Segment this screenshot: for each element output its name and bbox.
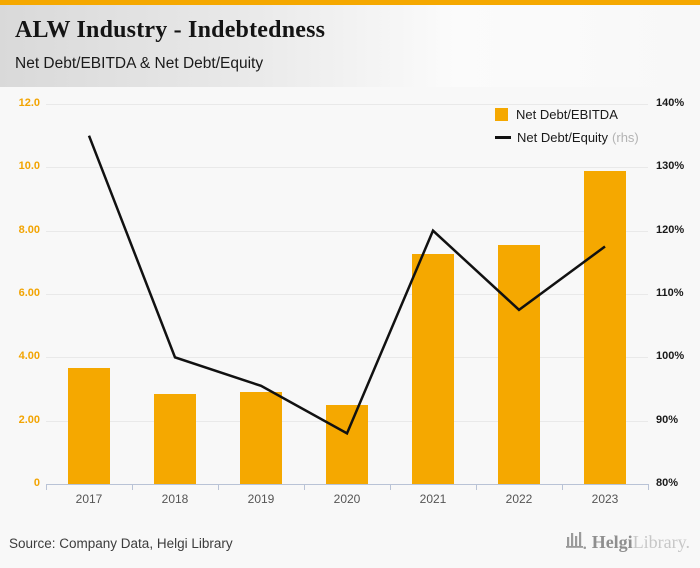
logo-text-helgi: Helgi <box>591 532 633 552</box>
source-note: Source: Company Data, Helgi Library <box>9 536 233 551</box>
page-subtitle: Net Debt/EBITDA & Net Debt/Equity <box>15 55 264 72</box>
right-axis-label: 130% <box>656 160 685 173</box>
bar-2022 <box>498 244 540 484</box>
right-axis-label: 100% <box>656 350 685 363</box>
left-axis-label: 8.00 <box>18 223 40 236</box>
x-axis-label-2019: 2019 <box>247 492 275 506</box>
right-axis-label: 120% <box>656 223 685 236</box>
x-axis-label-2018: 2018 <box>161 492 189 506</box>
helgi-bars-icon <box>565 530 587 555</box>
x-axis-tick <box>132 484 133 490</box>
x-axis-label-2017: 2017 <box>75 492 103 506</box>
gridline <box>46 230 648 232</box>
accent-top-bar <box>0 0 700 5</box>
bar-2023 <box>584 170 626 484</box>
x-axis-tick <box>562 484 563 490</box>
page-title: ALW Industry - Indebtedness <box>15 17 326 43</box>
bar-2018 <box>154 393 196 484</box>
right-axis-label: 110% <box>656 287 684 299</box>
legend-item-net-debt-equity: Net Debt/Equity (rhs) <box>495 130 639 145</box>
x-axis-label-2023: 2023 <box>591 492 619 506</box>
legend-item-net-debt-ebitda: Net Debt/EBITDA <box>495 107 639 122</box>
x-axis-tick <box>476 484 477 490</box>
left-axis-label: 6.00 <box>18 287 40 299</box>
left-axis-label: 12.0 <box>18 97 40 109</box>
chart-header: ALW Industry - Indebtedness Net Debt/EBI… <box>0 5 700 87</box>
bar-swatch-icon <box>495 108 508 121</box>
bar-2017 <box>68 368 110 484</box>
legend-label: Net Debt/Equity <box>517 130 609 145</box>
chart-footer: Source: Company Data, Helgi Library Helg… <box>0 524 700 568</box>
gridline <box>46 104 648 105</box>
x-axis-tick <box>390 484 391 490</box>
right-axis-label: 140% <box>656 97 685 109</box>
gridline <box>46 357 648 359</box>
right-axis-label: 90% <box>656 413 679 426</box>
net-debt-equity-line <box>87 135 606 436</box>
left-axis-label: 2.00 <box>18 413 40 426</box>
gridline <box>46 167 648 169</box>
x-axis-label-2021: 2021 <box>419 492 447 506</box>
x-axis-label-2020: 2020 <box>333 492 361 506</box>
bar-2020 <box>326 404 368 484</box>
left-axis-label: 10.0 <box>18 160 40 173</box>
line-swatch-icon <box>495 136 511 139</box>
x-axis-tick <box>648 484 649 490</box>
legend-label: Net Debt/EBITDA <box>516 107 618 122</box>
chart-legend: Net Debt/EBITDA Net Debt/Equity (rhs) <box>495 107 639 153</box>
left-axis-label: 4.00 <box>18 350 40 363</box>
right-axis-label: 80% <box>656 477 679 489</box>
x-axis-tick <box>46 484 47 490</box>
left-axis-label: 0 <box>33 477 40 489</box>
logo-text-library: Library. <box>632 532 690 552</box>
line-path <box>87 135 606 436</box>
x-axis-line <box>46 484 648 485</box>
bar-2019 <box>240 392 282 484</box>
x-axis-tick <box>304 484 305 490</box>
bar-2021 <box>412 254 454 484</box>
x-axis-label-2022: 2022 <box>505 492 533 506</box>
helgi-library-logo: Helgi Library. <box>565 530 690 555</box>
x-axis-tick <box>218 484 219 490</box>
legend-rhs-note: (rhs) <box>612 130 639 145</box>
gridline <box>46 294 648 295</box>
